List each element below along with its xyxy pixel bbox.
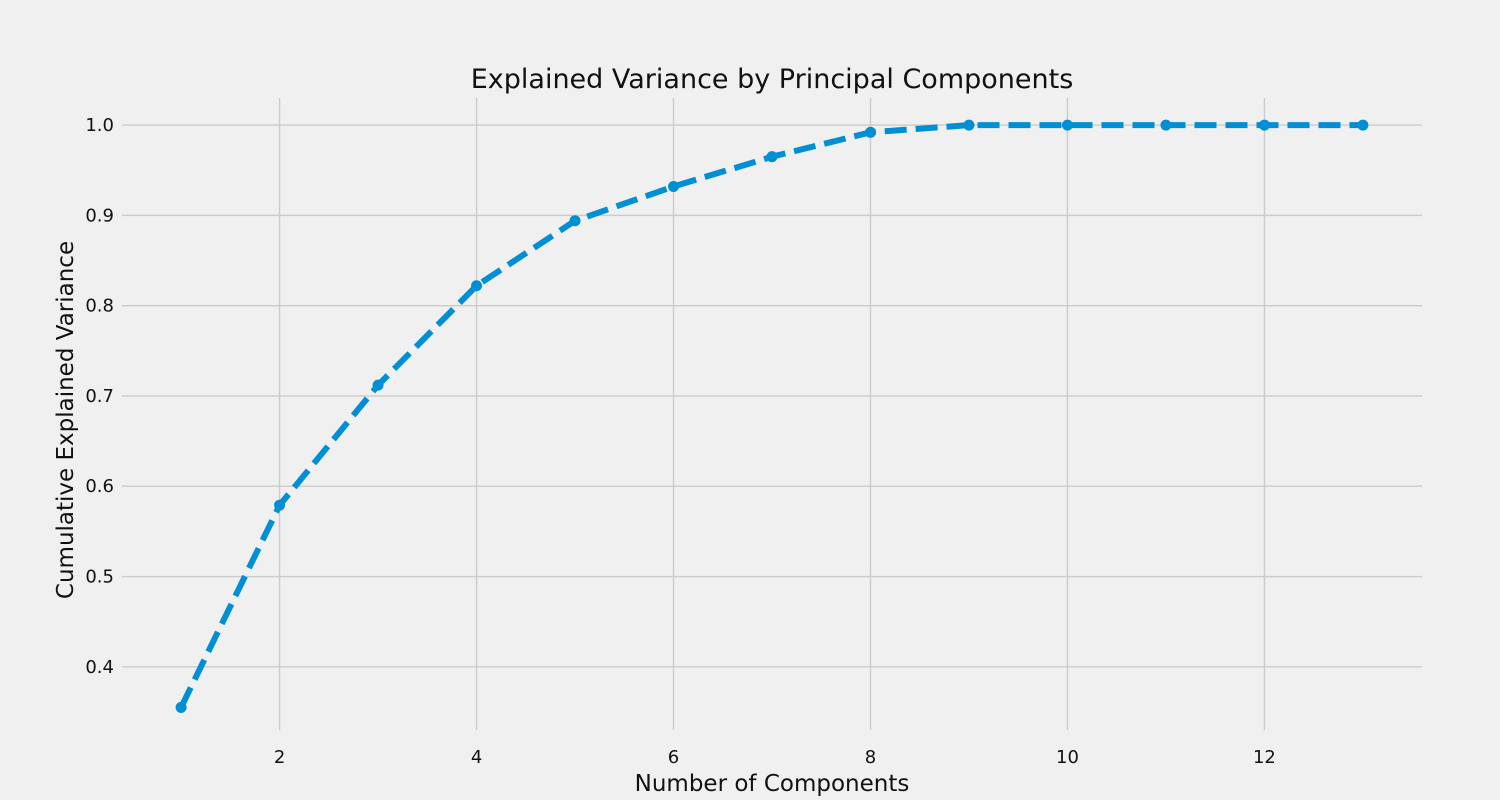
- x-tick-label: 12: [1253, 747, 1276, 768]
- data-point: [274, 499, 286, 511]
- x-tick-label: 2: [274, 747, 285, 768]
- y-tick-label: 0.7: [85, 386, 114, 407]
- data-point: [1160, 119, 1172, 131]
- data-point: [1061, 119, 1073, 131]
- data-point: [668, 180, 680, 192]
- x-axis-label: Number of Components: [635, 771, 910, 797]
- data-point: [963, 119, 975, 131]
- data-point: [175, 701, 187, 713]
- y-axis-label: Cumulative Explained Variance: [53, 241, 79, 599]
- x-tick-label: 6: [668, 747, 679, 768]
- data-point: [569, 215, 581, 227]
- tick-labels: 0.4 0.5 0.6 0.7 0.8 0.9 1.0 2 4 6 8 10 12: [85, 115, 1276, 768]
- data-point: [864, 126, 876, 138]
- y-tick-label: 0.6: [85, 476, 114, 497]
- chart-title: Explained Variance by Principal Componen…: [471, 64, 1074, 95]
- x-tick-label: 4: [471, 747, 482, 768]
- data-point: [1357, 119, 1369, 131]
- grid: [122, 98, 1422, 730]
- x-tick-label: 8: [865, 747, 876, 768]
- series: [175, 119, 1369, 713]
- y-tick-label: 0.5: [85, 567, 114, 588]
- y-tick-label: 1.0: [85, 115, 114, 136]
- data-point: [471, 280, 483, 292]
- y-tick-label: 0.9: [85, 205, 114, 226]
- data-point: [1258, 119, 1270, 131]
- y-tick-label: 0.4: [85, 657, 114, 678]
- data-point: [766, 151, 778, 163]
- y-tick-label: 0.8: [85, 296, 114, 317]
- x-tick-label: 10: [1056, 747, 1079, 768]
- data-point: [372, 379, 384, 391]
